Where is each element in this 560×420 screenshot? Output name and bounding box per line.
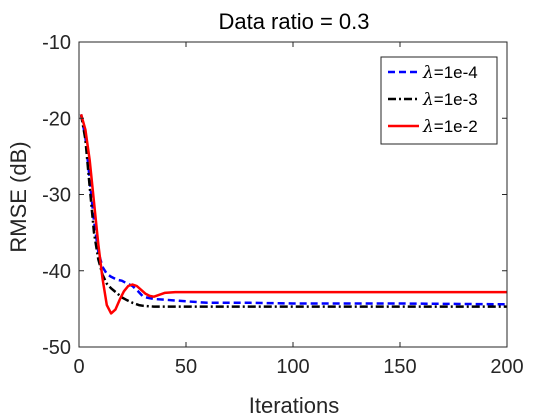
legend-lambda-value: =1e-4 [434, 63, 478, 82]
plot-area [79, 114, 508, 315]
legend-lambda-symbol: λ [422, 90, 434, 110]
series-line-3 [79, 114, 507, 315]
legend-lambda-value: =1e-3 [434, 90, 478, 109]
y-axis-label: RMSE (dB) [6, 141, 31, 252]
legend-lambda-symbol: λ [422, 63, 434, 83]
legend: λ=1e-4λ=1e-3λ=1e-2 [380, 56, 498, 145]
series-line-1 [79, 114, 508, 306]
y-tick-label: -50 [42, 337, 71, 359]
y-tick-label: -40 [42, 261, 71, 283]
chart-title: Data ratio = 0.3 [218, 9, 369, 34]
legend-lambda-value: =1e-2 [434, 117, 478, 136]
y-tick-label: -20 [42, 108, 71, 130]
axes: 0 50 100 150 200 -10 -20 -30 -40 -50 [42, 32, 524, 378]
y-tick-label: -10 [42, 32, 71, 54]
series-line-2 [79, 114, 507, 308]
y-tick-label: -30 [42, 185, 71, 207]
legend-label: λ=1e-3 [422, 90, 478, 110]
legend-lambda-symbol: λ [422, 117, 434, 137]
x-tick-label: 200 [490, 356, 523, 378]
x-tick-label: 100 [276, 356, 309, 378]
x-axis-label: Iterations [249, 393, 340, 418]
x-tick-label: 150 [383, 356, 416, 378]
legend-label: λ=1e-4 [422, 63, 478, 83]
legend-label: λ=1e-2 [422, 117, 478, 137]
x-tick-label: 50 [175, 356, 197, 378]
x-tick-label: 0 [73, 356, 84, 378]
